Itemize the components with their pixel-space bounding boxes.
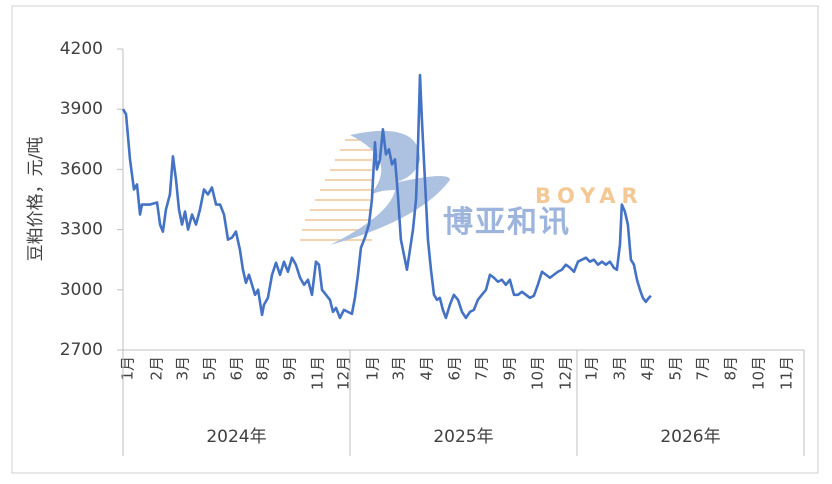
- x-tick-label: 9月: [500, 356, 518, 381]
- x-tick-label: 12月: [556, 356, 574, 390]
- x-tick-label: 4月: [417, 356, 435, 381]
- x-tick-label: 10月: [749, 356, 767, 390]
- x-group-label: 2026年: [660, 427, 720, 447]
- x-tick-label: 7月: [693, 356, 711, 381]
- x-tick-label: 3月: [173, 356, 191, 381]
- x-tick-label: 1月: [118, 356, 136, 381]
- x-tick-label: 8月: [253, 356, 271, 381]
- watermark-logo: [300, 130, 450, 245]
- x-tick-label: 4月: [638, 356, 656, 381]
- x-tick-label: 3月: [610, 356, 628, 381]
- x-tick-label: 11月: [777, 356, 795, 390]
- x-tick-label: 5月: [666, 356, 684, 381]
- x-tick-label: 6月: [445, 356, 463, 381]
- x-tick-label: 1月: [363, 356, 381, 381]
- price-line: [121, 73, 652, 320]
- y-tick-label: 4200: [60, 39, 103, 59]
- x-tick-label: 9月: [281, 356, 299, 381]
- x-tick-label: 12月: [334, 356, 352, 390]
- y-axis-label: 豆粕价格，元/吨: [26, 137, 46, 262]
- x-tick-label: 11月: [309, 356, 327, 390]
- watermark-chinese: 博亚和讯: [443, 205, 571, 240]
- watermark-latin: BOYAR: [535, 184, 644, 208]
- y-tick-label: 3900: [60, 99, 103, 119]
- x-tick-label: 6月: [228, 356, 246, 381]
- x-tick-label: 7月: [472, 356, 490, 381]
- y-tick-label: 3600: [60, 159, 103, 179]
- x-tick-label: 10月: [528, 356, 546, 390]
- y-tick-label: 3000: [60, 280, 103, 300]
- y-tick-label: 2700: [60, 340, 103, 360]
- x-tick-label: 8月: [721, 356, 739, 381]
- x-tick-label: 5月: [201, 356, 219, 381]
- x-tick-label: 2月: [148, 356, 166, 381]
- x-group-label: 2025年: [433, 427, 493, 447]
- chart-frame: [11, 5, 819, 474]
- x-tick-label: 3月: [389, 356, 407, 381]
- y-tick-label: 3300: [60, 220, 103, 240]
- x-group-label: 2024年: [206, 427, 266, 447]
- x-tick-label: 1月: [582, 356, 600, 381]
